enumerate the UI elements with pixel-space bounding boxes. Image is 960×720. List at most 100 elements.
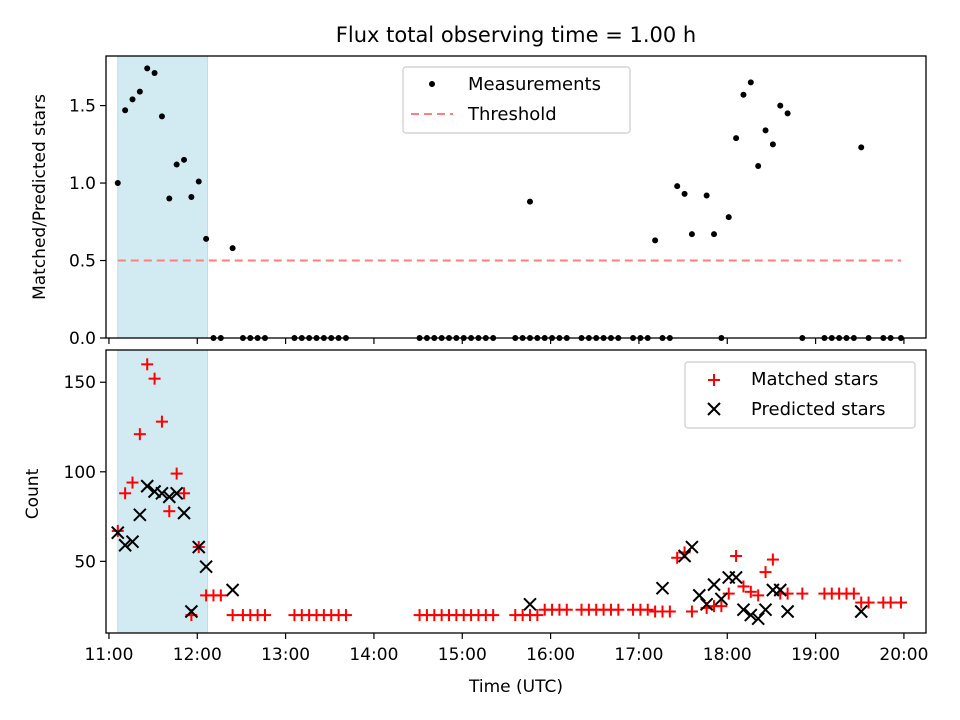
measurement-point [188,194,195,200]
predicted-stars-point [736,603,751,617]
measurement-point [166,195,173,202]
measurement-point [144,65,151,72]
top-legend: Measurements Threshold [402,66,631,134]
measurement-point [688,231,695,238]
matched-stars-point [730,549,743,562]
x-tick-label: 18:00 [703,645,752,665]
matched-stars-point [133,428,146,441]
predicted-stars-point [192,540,206,554]
predicted-stars-point [225,583,240,597]
x-tick-label: 15:00 [438,645,487,665]
predicted-stars-point [655,581,670,595]
legend-matched-marker [708,374,720,386]
y-tick-label: 1.0 [69,174,96,194]
predicted-stars-point [677,549,692,563]
y-tick-label: 0.0 [69,329,96,349]
predicted-stars-point [133,508,147,522]
matched-stars-point [663,605,676,618]
top-plot-frame [105,55,927,339]
matched-stars-point [178,487,191,500]
matched-stars-point [884,596,897,609]
measurement-point [136,88,143,95]
matched-stars-point [862,596,875,609]
measurement-point [733,135,740,142]
predicted-stars-point [707,577,721,592]
matched-stars-point [258,609,271,622]
matched-stars-point [796,587,809,600]
bottom-plot-marks [111,358,907,626]
matched-stars-point [612,603,625,616]
predicted-stars-point [729,570,743,585]
x-tick-label: 16:00 [526,645,575,665]
matched-stars-point [126,476,139,489]
measurement-point [526,198,533,205]
predicted-stars-point [744,608,758,622]
top-y-axis-label: Matched/Predicted stars [30,94,50,300]
measurement-point [158,113,165,120]
matched-stars-point [715,600,728,613]
measurement-point [755,163,762,170]
legend-predicted-label: Predicted stars [751,399,885,420]
matched-stars-point [847,587,860,600]
predicted-stars-point [523,597,537,612]
measurement-point [129,96,136,103]
measurement-point [195,178,202,185]
measurement-point [681,190,688,197]
x-tick-label: 12:00 [173,645,222,665]
predicted-stars-point [140,479,154,493]
bottom-x-axis-ticks: 11:00 12:00 13:00 14:00 15:00 16:00 17:00 18:00… [84,633,928,665]
legend-matched-label: Matched stars [751,369,878,390]
measurement-point [203,235,210,242]
measurement-point [229,245,236,252]
legend-predicted-marker [707,402,721,416]
x-tick-label: 17:00 [614,645,663,665]
predicted-stars-point [780,604,795,619]
x-tick-label: 19:00 [791,645,840,665]
matched-stars-point [155,415,168,428]
top-plot-marks [114,65,904,341]
predicted-stars-point [177,506,191,520]
y-tick-label: 0.5 [69,252,96,272]
x-tick-label: 13:00 [261,645,310,665]
measurement-point [122,107,129,114]
matched-stars-point [226,609,239,622]
predicted-stars-point [854,604,868,619]
matched-stars-point [641,603,654,616]
predicted-stars-point [111,525,125,540]
x-tick-label: 14:00 [349,645,398,665]
matched-stars-point [752,589,765,602]
predicted-stars-point [169,486,184,500]
y-tick-label: 150 [64,373,96,393]
matched-stars-point [894,596,907,609]
measurement-point [858,144,865,151]
matched-stars-point [766,553,779,566]
legend-threshold-label: Threshold [467,104,557,125]
matched-stars-point [560,603,573,616]
measurement-point [740,91,747,98]
predicted-stars-point [125,534,140,549]
top-panel: 0.0 0.5 1.0 1.5 Matched/Predicted stars Mea… [30,55,927,349]
measurement-point [703,192,710,199]
matched-stars-point [148,372,161,385]
matched-stars-point [685,605,698,618]
measurement-point [652,237,659,244]
matched-stars-point [671,551,684,564]
top-y-axis-ticks: 0.0 0.5 1.0 1.5 [69,97,106,349]
matched-stars-point [163,505,176,518]
measurement-point [777,102,784,109]
legend-measurements-label: Measurements [468,74,601,95]
bottom-legend: Matched stars Predicted stars [684,361,916,429]
y-tick-label: 100 [64,463,96,483]
predicted-stars-point [162,490,177,504]
measurement-point [747,79,754,86]
matched-stars-point [487,609,500,622]
predicted-stars-point [758,603,773,617]
legend-measurements-marker [429,81,435,87]
measurement-point [711,231,718,238]
measurement-point [151,70,158,77]
predicted-stars-point [199,560,213,574]
y-tick-label: 1.5 [69,97,96,117]
bottom-y-axis-ticks: 50 100 150 [64,373,106,572]
